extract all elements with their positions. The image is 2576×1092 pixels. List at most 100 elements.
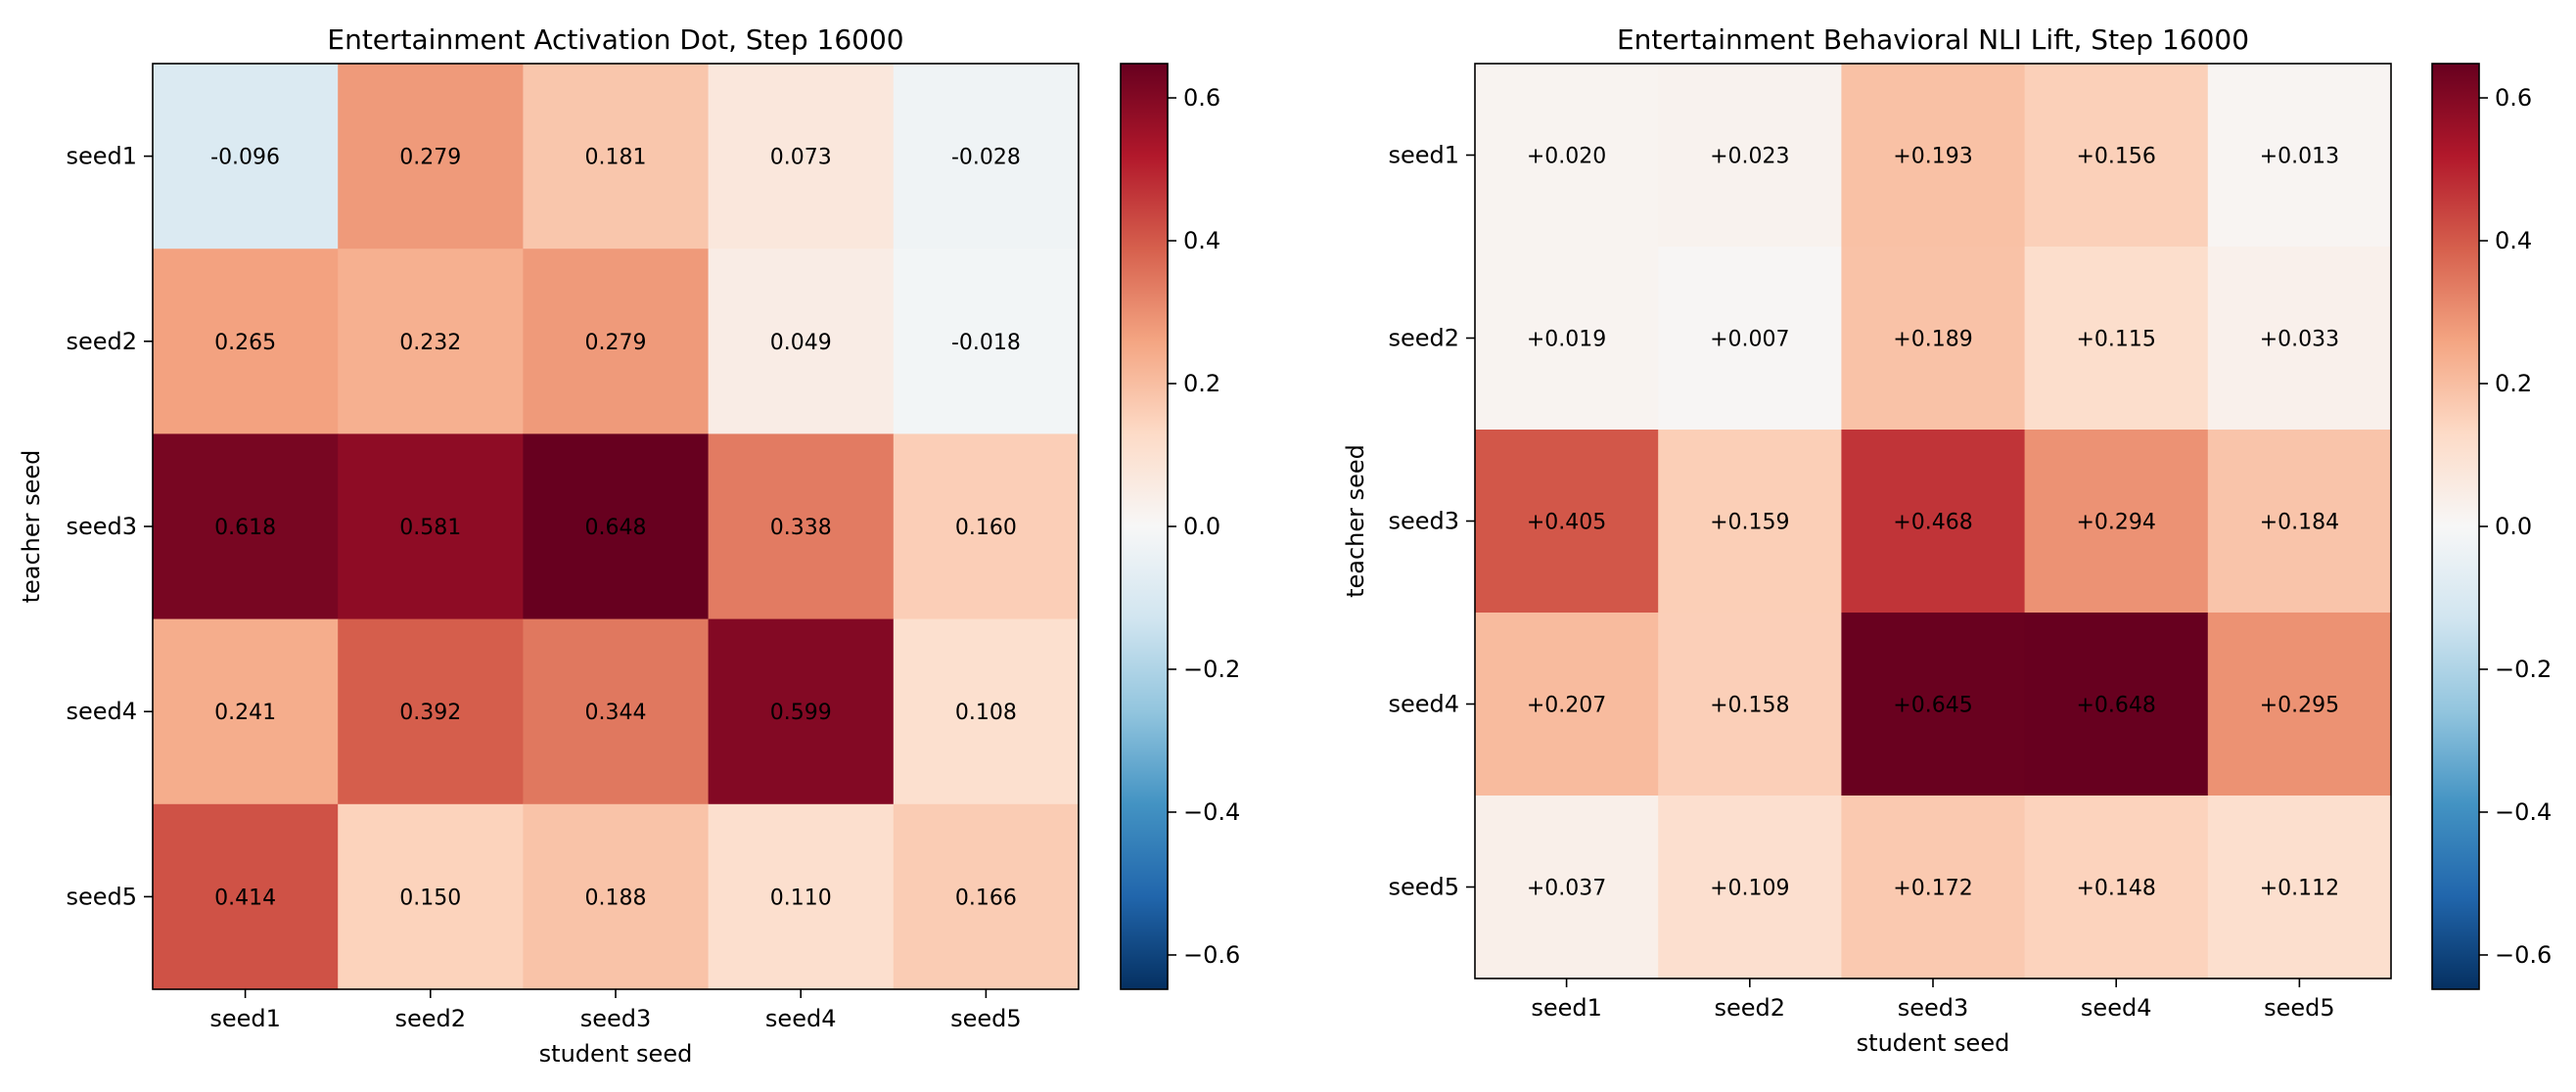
y-tick-label: seed2 bbox=[1388, 325, 1459, 352]
colorbar-tick-label: 0.2 bbox=[2495, 370, 2532, 397]
cell-value-label: 0.414 bbox=[214, 886, 276, 910]
cell-value-label: 0.241 bbox=[214, 701, 276, 725]
cell-value-label: +0.112 bbox=[2260, 877, 2339, 901]
heatmap-cell bbox=[893, 618, 1080, 805]
colorbar-tick-label: 0.4 bbox=[1183, 227, 1220, 254]
cell-value-label: +0.189 bbox=[1893, 328, 1972, 352]
x-tick-label: seed1 bbox=[209, 1005, 281, 1032]
y-tick-label: seed2 bbox=[66, 328, 137, 355]
cell-value-label: 0.166 bbox=[955, 886, 1017, 910]
heatmap-cell bbox=[893, 803, 1080, 990]
heatmap-cell bbox=[1841, 247, 2026, 431]
colorbar: 0.6 0.4 0.2 0.0 −0.2 −0.4 −0.6 bbox=[1120, 63, 1240, 990]
y-tick-label: seed4 bbox=[66, 698, 137, 725]
x-tick-label: seed3 bbox=[1898, 994, 1969, 1022]
y-axis-label: teacher seed bbox=[1342, 444, 1369, 598]
colorbar-tick-label: −0.4 bbox=[2495, 798, 2552, 826]
cell-value-label: +0.405 bbox=[1527, 511, 1606, 535]
cell-value-label: +0.468 bbox=[1893, 511, 1972, 535]
cell-value-label: 0.160 bbox=[955, 516, 1017, 540]
heatmap-cell bbox=[708, 249, 895, 434]
colorbar-tick-label: −0.6 bbox=[1183, 941, 1240, 969]
heatmap-cell bbox=[338, 803, 524, 990]
cell-value-label: 0.265 bbox=[214, 331, 276, 355]
cell-value-label: -0.096 bbox=[210, 146, 280, 170]
cell-value-label: +0.007 bbox=[1710, 328, 1789, 352]
heatmap-cell bbox=[1658, 64, 1842, 248]
heatmap-panel-2: Entertainment Behavioral NLI Lift, Step … bbox=[1342, 23, 2552, 1057]
cell-value-label: 0.338 bbox=[770, 516, 832, 540]
heatmap-cell bbox=[708, 618, 895, 805]
cell-value-label: +0.109 bbox=[1710, 877, 1789, 901]
y-axis-label: teacher seed bbox=[18, 450, 45, 604]
heatmap-cell bbox=[708, 64, 895, 250]
cell-value-label: 0.581 bbox=[399, 516, 461, 540]
colorbar-tick-label: −0.4 bbox=[1183, 798, 1240, 826]
heatmap-cell bbox=[2024, 64, 2209, 248]
cell-value-label: +0.148 bbox=[2076, 877, 2155, 901]
heatmap-cell bbox=[2024, 613, 2209, 796]
colorbar-tick-label: 0.0 bbox=[2495, 513, 2532, 540]
y-tick-label: seed3 bbox=[1388, 508, 1459, 535]
heatmap-cell bbox=[1841, 796, 2026, 979]
colorbar: 0.6 0.4 0.2 0.0 −0.2 −0.4 −0.6 bbox=[2431, 63, 2552, 990]
y-tick-label: seed1 bbox=[66, 143, 137, 170]
heatmap-cell bbox=[708, 433, 895, 620]
colorbar-tick-label: −0.2 bbox=[2495, 656, 2552, 683]
y-tick-label: seed5 bbox=[66, 883, 137, 910]
heatmap-cell bbox=[2207, 796, 2392, 979]
cell-value-label: +0.159 bbox=[1710, 511, 1789, 535]
x-tick-label: seed5 bbox=[2264, 994, 2335, 1022]
heatmap-cell bbox=[1475, 247, 1659, 431]
cell-value-label: +0.033 bbox=[2260, 328, 2339, 352]
cell-value-label: 0.181 bbox=[585, 146, 647, 170]
colorbar-tick-label: 0.0 bbox=[1183, 513, 1220, 540]
x-axis-label: student seed bbox=[539, 1040, 693, 1068]
cell-value-label: 0.279 bbox=[399, 146, 461, 170]
colorbar-tick-label: −0.2 bbox=[1183, 656, 1240, 683]
cell-value-label: 0.279 bbox=[585, 331, 647, 355]
cell-value-label: +0.207 bbox=[1527, 694, 1606, 718]
heatmap-cell bbox=[153, 618, 339, 805]
x-tick-label: seed2 bbox=[1715, 994, 1786, 1022]
heatmap-cell bbox=[1658, 796, 1842, 979]
x-tick-label: seed2 bbox=[395, 1005, 467, 1032]
heatmap-cell bbox=[2024, 796, 2209, 979]
cell-value-label: +0.158 bbox=[1710, 694, 1789, 718]
y-tick-label: seed4 bbox=[1388, 691, 1459, 718]
heatmap-cell bbox=[1475, 613, 1659, 796]
heatmap-cell bbox=[338, 249, 524, 434]
cell-value-label: +0.645 bbox=[1893, 694, 1972, 718]
heatmap-cell bbox=[2207, 64, 2392, 248]
heatmap-cell bbox=[153, 249, 339, 434]
x-tick-label: seed1 bbox=[1531, 994, 1602, 1022]
cell-value-label: 0.648 bbox=[585, 516, 647, 540]
colorbar-tick-label: 0.2 bbox=[1183, 370, 1220, 397]
heatmap-cell bbox=[893, 249, 1080, 434]
cell-value-label: -0.018 bbox=[951, 331, 1021, 355]
heatmap-cell bbox=[338, 433, 524, 620]
cell-value-label: 0.150 bbox=[399, 886, 461, 910]
colorbar-tick-label: 0.6 bbox=[2495, 84, 2532, 112]
heatmap-cell bbox=[893, 433, 1080, 620]
cell-value-label: -0.028 bbox=[951, 146, 1021, 170]
cell-value-label: +0.019 bbox=[1527, 328, 1606, 352]
y-tick-label: seed1 bbox=[1388, 142, 1459, 169]
cell-value-label: +0.184 bbox=[2260, 511, 2339, 535]
cell-value-label: 0.344 bbox=[585, 701, 647, 725]
heatmap-cell bbox=[893, 64, 1080, 250]
heatmap-cell bbox=[523, 803, 710, 990]
heatmap-cell bbox=[1841, 64, 2026, 248]
cell-value-label: +0.193 bbox=[1893, 145, 1972, 169]
cell-value-label: 0.232 bbox=[399, 331, 461, 355]
colorbar-tick-label: −0.6 bbox=[2495, 941, 2552, 969]
heatmap-cell bbox=[523, 618, 710, 805]
heatmap-cell bbox=[2024, 430, 2209, 614]
heatmap-cell bbox=[1475, 430, 1659, 614]
heatmap-cell bbox=[1475, 796, 1659, 979]
colorbar-tick-label: 0.6 bbox=[1183, 84, 1220, 112]
heatmap-cell bbox=[1658, 430, 1842, 614]
cell-value-label: 0.188 bbox=[585, 886, 647, 910]
heatmap-cell bbox=[2207, 247, 2392, 431]
